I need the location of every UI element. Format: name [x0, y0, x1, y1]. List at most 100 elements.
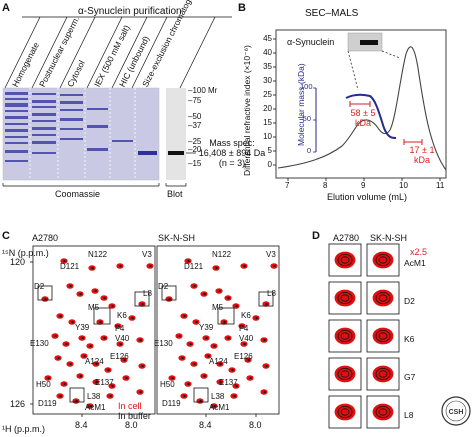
peak-label-left-D121: D121 — [60, 262, 80, 271]
zoom-tiles — [328, 243, 400, 429]
peak-label-right-D119: D119 — [162, 399, 181, 408]
peak-buffer-right-5 — [193, 284, 196, 288]
peak-buffer-right-0 — [187, 259, 190, 263]
peak-buffer-right-22 — [263, 338, 266, 342]
b-y-tick-20: 20 — [263, 104, 272, 113]
peak-label-left-Y39: Y39 — [75, 323, 90, 332]
tile-contour-L8-2-2 — [378, 408, 388, 416]
peak-buffer-right-28 — [247, 358, 250, 362]
peak-label-right-Y39: Y39 — [199, 323, 214, 332]
peak-buffer-right-9 — [235, 304, 238, 308]
peak-buffer-left-10 — [141, 302, 144, 306]
b-x-tick-11: 11 — [436, 181, 445, 190]
panel-letter-d: D — [312, 230, 320, 242]
mass-spec-line-2: 16,408 ± 894 Da — [198, 148, 266, 158]
molar-label: Molecular mass (kDa) — [296, 63, 306, 146]
peak-buffer-left-35 — [125, 376, 128, 380]
annotation-58-unit: kDa — [354, 118, 371, 128]
panel-letter-a: A — [2, 2, 10, 14]
peak-label-right-E130: E130 — [154, 339, 173, 348]
peak-label-left-D2: D2 — [34, 282, 45, 291]
peak-buffer-right-17 — [189, 342, 192, 346]
peak-buffer-right-34 — [235, 384, 238, 388]
c-x-tick-80-right: 8.0 — [249, 420, 262, 430]
d-col2: SK-N-SH — [370, 233, 408, 243]
b-y-tick-10: 10 — [263, 132, 272, 141]
tile-contour-D2-2-2 — [378, 294, 388, 302]
peak-buffer-left-17 — [65, 342, 68, 346]
peak-buffer-right-12 — [195, 320, 198, 324]
peak-buffer-right-37 — [199, 399, 202, 403]
panel-letter-c: C — [2, 230, 10, 242]
peak-buffer-right-15 — [255, 316, 258, 320]
sec-mals-title: SEC–MALS — [305, 8, 359, 19]
peak-label-right-D2: D2 — [158, 282, 169, 291]
mass-spec-box: Mass spec: 16,408 ± 894 Da (n = 3) — [197, 138, 267, 168]
mass-spec-line-1: Mass spec: — [209, 138, 255, 148]
peak-label-right-V3: V3 — [266, 250, 276, 259]
peak-buffer-left-28 — [123, 358, 126, 362]
panel-letter-b: B — [238, 2, 246, 14]
d-row-label-L8: L8 — [404, 410, 414, 420]
peak-buffer-right-6 — [203, 292, 206, 296]
peak-label-left-E126: E126 — [110, 352, 129, 361]
b-y-label: Differential refractive index (×10⁻⁶) — [242, 45, 252, 176]
peak-label-left-D119: D119 — [38, 399, 57, 408]
b-y-tick-25: 25 — [263, 90, 272, 99]
peak-label-right-K6: K6 — [241, 311, 251, 320]
tile-contour-AcM1-2-1 — [375, 253, 391, 266]
peak-buffer-right-23 — [181, 356, 184, 360]
svg-text:CSH: CSH — [449, 409, 464, 416]
peak-label-right-D121: D121 — [184, 262, 204, 271]
peak-buffer-left-11 — [59, 314, 62, 318]
peak-buffer-left-1 — [91, 266, 94, 270]
legend-in-cell: In cell — [118, 401, 142, 411]
peak-buffer-right-2 — [243, 264, 246, 268]
peak-label-right-AcM1: AcM1 — [209, 403, 230, 412]
peak-label-right-E137: E137 — [219, 378, 238, 387]
peak-buffer-right-20 — [227, 336, 230, 340]
mw-marker-20: –20 — [188, 145, 202, 154]
peak-label-right-N122: N122 — [212, 250, 232, 259]
peak-buffer-left-8 — [103, 296, 106, 300]
peak-buffer-left-27 — [107, 368, 110, 372]
tile-contour-K6-2-1 — [375, 330, 391, 343]
tile-contour-G7-1-2 — [340, 370, 350, 378]
purification-title: α-Synuclein purification — [78, 6, 182, 17]
peak-buffer-right-1 — [215, 266, 218, 270]
peak-buffer-right-8 — [227, 296, 230, 300]
peak-buffer-left-33 — [95, 380, 98, 384]
mw-marker-50: –50 — [188, 112, 202, 121]
b-x-tick-8: 8 — [323, 181, 328, 190]
peak-buffer-right-31 — [187, 382, 190, 386]
peak-buffer-left-15 — [131, 316, 134, 320]
peak-buffer-left-9 — [111, 304, 114, 308]
peak-label-right-A124: A124 — [209, 357, 228, 366]
peak-buffer-left-21 — [119, 342, 122, 346]
b-x-label: Elution volume (mL) — [327, 192, 408, 202]
annotation-17: 17 ± 1 kDa — [407, 145, 437, 165]
tile-contour-K6-2-2 — [378, 332, 388, 340]
annotation-58: 58 ± 5 kDa — [346, 108, 380, 128]
c-left-title: A2780 — [32, 233, 59, 243]
peak-buffer-left-30 — [47, 376, 50, 380]
tile-contour-G7-2-2 — [378, 370, 388, 378]
peak-label-right-V40: V40 — [239, 334, 254, 343]
b-molar-tick-0: 0 — [306, 146, 311, 155]
d-row-label-AcM1: AcM1 — [404, 258, 426, 268]
c-x-tick-84-right: 8.4 — [199, 420, 212, 430]
c-y-label: ¹⁵N (p.p.m.) — [2, 248, 49, 258]
peak-buffer-left-12 — [71, 320, 74, 324]
peak-buffer-left-7 — [94, 289, 97, 293]
peak-buffer-left-37 — [75, 399, 78, 403]
peak-buffer-left-36 — [139, 390, 142, 394]
mw-marker-25: –25 — [188, 137, 202, 146]
peak-buffer-left-38 — [89, 404, 92, 408]
peak-buffer-right-32 — [203, 374, 206, 378]
peak-buffer-right-14 — [241, 324, 244, 328]
peak-buffer-left-31 — [63, 382, 66, 386]
peak-label-right-H50: H50 — [160, 380, 175, 389]
tile-contour-L8-1-1 — [337, 405, 353, 418]
b-y-tick-45: 45 — [263, 34, 272, 43]
peak-buffer-right-10 — [265, 302, 268, 306]
